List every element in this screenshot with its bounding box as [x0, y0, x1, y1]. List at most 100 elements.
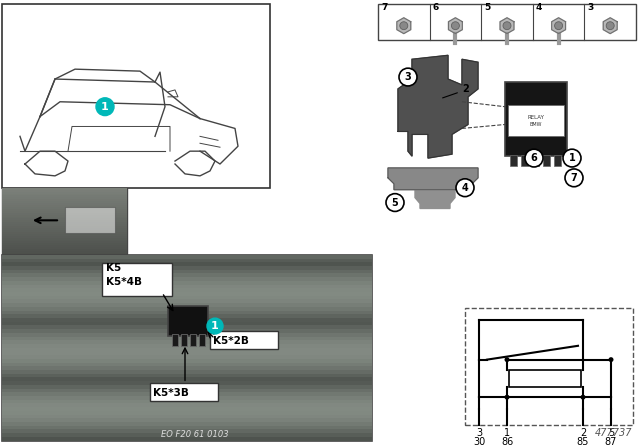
Text: 85: 85: [577, 437, 589, 447]
Polygon shape: [449, 18, 462, 34]
Bar: [2, 370, 372, 374]
Circle shape: [399, 68, 417, 86]
Bar: [2, 355, 372, 359]
Bar: [2, 255, 372, 441]
Bar: [2, 299, 372, 303]
Bar: [2, 351, 372, 355]
Bar: [2, 411, 372, 415]
Circle shape: [565, 169, 583, 187]
Circle shape: [386, 194, 404, 211]
Bar: [2, 366, 372, 370]
Bar: [465, 308, 633, 425]
Bar: [199, 334, 205, 346]
Bar: [2, 247, 127, 249]
Bar: [2, 325, 372, 329]
Bar: [2, 195, 127, 198]
Text: 6: 6: [531, 153, 538, 163]
Bar: [2, 240, 127, 241]
Bar: [2, 270, 372, 273]
Text: 3: 3: [476, 428, 482, 438]
Bar: [509, 370, 581, 387]
Bar: [2, 194, 127, 195]
Bar: [2, 430, 372, 433]
Bar: [532, 155, 539, 166]
Bar: [378, 4, 636, 39]
Text: 3: 3: [588, 3, 594, 12]
Bar: [2, 336, 372, 340]
Bar: [2, 378, 372, 381]
Bar: [2, 192, 127, 194]
Bar: [2, 296, 372, 299]
Bar: [2, 374, 372, 378]
Text: K5*2B: K5*2B: [213, 336, 249, 346]
Bar: [2, 4, 270, 188]
Bar: [181, 334, 187, 346]
Circle shape: [504, 395, 509, 400]
Polygon shape: [398, 55, 478, 158]
Text: 4: 4: [536, 3, 542, 12]
Bar: [2, 310, 372, 314]
Text: 1: 1: [568, 153, 575, 163]
Bar: [2, 258, 372, 263]
Bar: [2, 224, 127, 226]
Bar: [2, 255, 372, 258]
Bar: [2, 190, 127, 192]
Bar: [2, 245, 127, 247]
Bar: [2, 203, 127, 205]
Bar: [2, 241, 127, 243]
Bar: [543, 155, 550, 166]
Bar: [2, 289, 372, 292]
Bar: [190, 334, 196, 346]
Text: 2: 2: [580, 428, 586, 438]
Text: 2: 2: [462, 84, 468, 94]
Circle shape: [580, 395, 586, 400]
Bar: [2, 303, 372, 307]
Bar: [2, 359, 372, 362]
Bar: [2, 207, 127, 209]
Text: 6: 6: [433, 3, 439, 12]
Bar: [2, 381, 372, 385]
Bar: [2, 340, 372, 344]
Bar: [2, 284, 372, 289]
Bar: [2, 232, 127, 234]
Text: 3: 3: [404, 72, 412, 82]
Bar: [2, 236, 127, 237]
Text: 1: 1: [504, 428, 510, 438]
Circle shape: [504, 357, 509, 362]
Polygon shape: [388, 168, 478, 190]
Bar: [2, 418, 372, 422]
Bar: [2, 385, 372, 388]
Circle shape: [503, 22, 511, 30]
Bar: [2, 329, 372, 333]
Polygon shape: [415, 190, 455, 208]
Circle shape: [400, 22, 408, 30]
Polygon shape: [604, 18, 617, 34]
Text: 1: 1: [211, 321, 219, 331]
Circle shape: [451, 22, 460, 30]
Text: BMW: BMW: [530, 122, 542, 128]
Bar: [2, 318, 372, 322]
Bar: [2, 292, 372, 296]
Bar: [2, 437, 372, 441]
Bar: [2, 215, 127, 216]
Bar: [2, 396, 372, 400]
Bar: [2, 307, 372, 310]
Bar: [2, 392, 372, 396]
Bar: [150, 383, 218, 401]
Bar: [2, 344, 372, 348]
Bar: [2, 237, 127, 240]
Bar: [2, 213, 127, 215]
Bar: [2, 433, 372, 437]
Text: 5: 5: [484, 3, 490, 12]
Bar: [2, 234, 127, 236]
Circle shape: [96, 98, 114, 116]
Circle shape: [207, 318, 223, 334]
Bar: [2, 211, 127, 213]
Text: 5: 5: [392, 198, 398, 207]
Bar: [521, 155, 528, 166]
Bar: [508, 105, 564, 136]
Text: K5: K5: [106, 263, 121, 273]
Bar: [2, 262, 372, 266]
Circle shape: [606, 22, 614, 30]
Text: 477737: 477737: [595, 428, 632, 438]
